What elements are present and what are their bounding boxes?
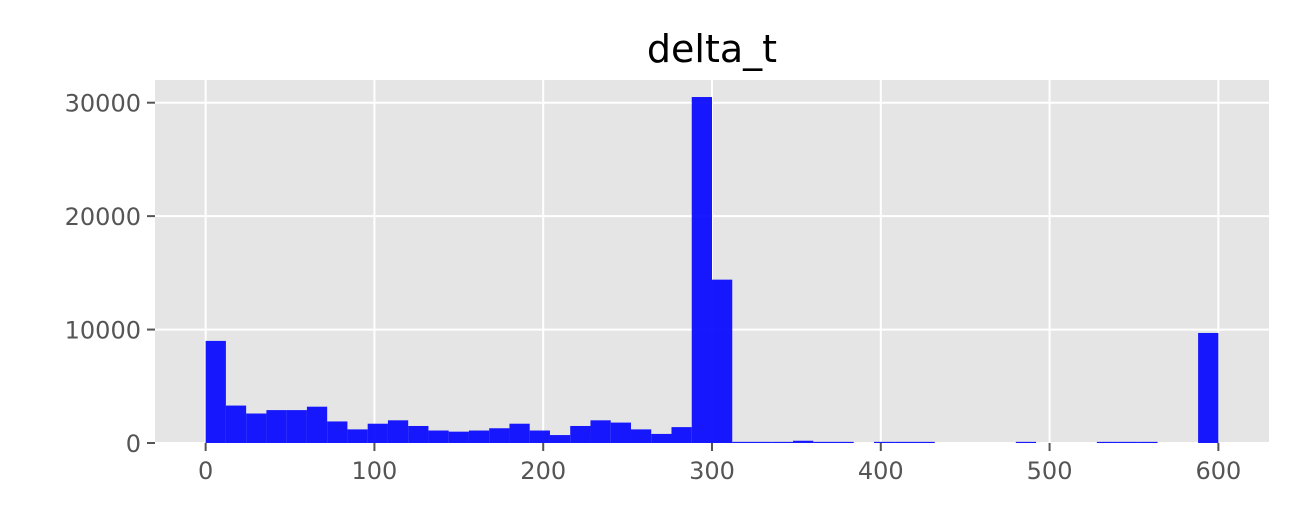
histogram-bar [448,431,469,443]
x-tick-label: 500 [1027,457,1073,485]
histogram-bar [1198,332,1219,443]
histogram-bar [509,423,530,443]
histogram-bar [914,441,935,443]
histogram-bar [225,405,247,443]
histogram-bar [732,441,753,443]
histogram-bar [1015,441,1037,443]
histogram-bar [489,428,510,443]
histogram-bar [549,435,571,443]
histogram-bar [468,430,490,443]
y-tick-label: 0 [126,430,141,458]
histogram-bar [286,410,307,443]
histogram-bar [408,425,429,443]
histogram-bar [246,413,267,443]
histogram-bar [428,430,449,443]
chart-title: delta_t [647,27,777,71]
histogram-bar [205,340,226,443]
x-tick-label: 300 [689,457,735,485]
histogram-bar [1117,441,1138,443]
x-tick-label: 100 [352,457,398,485]
histogram-bar [529,430,550,443]
histogram-bar [1096,441,1118,443]
histogram-bar [712,279,733,443]
histogram-bar [813,441,834,443]
histogram-bar [367,423,388,443]
histogram-bar [651,433,672,443]
y-tick-label: 20000 [65,203,141,231]
axes: 0 100 200 300 400 500 600 0 10000 20000 30000 [65,90,1242,485]
histogram-bar [874,441,895,443]
histogram-bar [570,425,591,443]
histogram-bar [833,441,854,443]
histogram-bar [772,441,794,443]
histogram-bars [205,97,1219,443]
histogram-bar [266,410,287,443]
histogram-bar [347,429,368,443]
histogram-bar [610,422,631,443]
histogram-bar [1137,441,1158,443]
y-tick-label: 10000 [65,317,141,345]
y-tick-label: 30000 [65,90,141,118]
x-tick-label: 400 [858,457,904,485]
histogram-bar [793,440,814,443]
histogram-bar [671,427,692,443]
histogram-bar [306,406,328,443]
x-tick-label: 600 [1195,457,1241,485]
histogram-bar [691,97,712,443]
x-tick-label: 0 [198,457,213,485]
histogram-bar [894,441,915,443]
x-tick-label: 200 [520,457,566,485]
histogram-bar [590,420,611,443]
histogram-bar [327,421,348,443]
histogram-bar [752,441,773,443]
histogram-bar [387,420,409,443]
histogram-bar [630,429,652,443]
